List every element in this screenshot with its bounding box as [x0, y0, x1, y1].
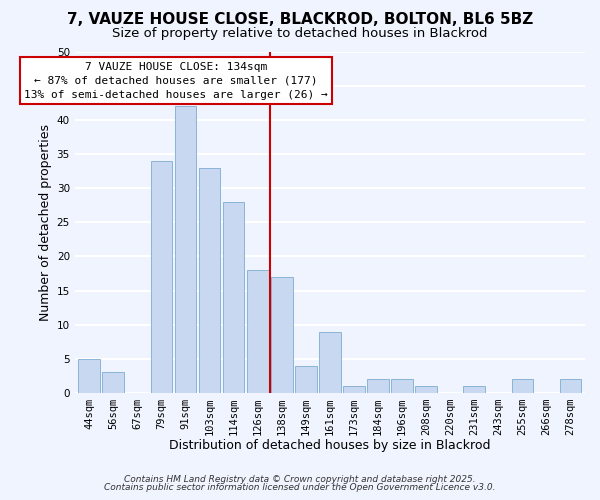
- Bar: [463, 386, 485, 393]
- Bar: [199, 168, 220, 393]
- Text: 7, VAUZE HOUSE CLOSE, BLACKROD, BOLTON, BL6 5BZ: 7, VAUZE HOUSE CLOSE, BLACKROD, BOLTON, …: [67, 12, 533, 28]
- Bar: [271, 277, 293, 393]
- Bar: [175, 106, 196, 393]
- Bar: [319, 332, 341, 393]
- Text: Size of property relative to detached houses in Blackrod: Size of property relative to detached ho…: [112, 28, 488, 40]
- Text: Contains public sector information licensed under the Open Government Licence v3: Contains public sector information licen…: [104, 484, 496, 492]
- Bar: [223, 202, 244, 393]
- Bar: [103, 372, 124, 393]
- Bar: [560, 380, 581, 393]
- Bar: [79, 359, 100, 393]
- Bar: [247, 270, 269, 393]
- Text: 7 VAUZE HOUSE CLOSE: 134sqm
← 87% of detached houses are smaller (177)
13% of se: 7 VAUZE HOUSE CLOSE: 134sqm ← 87% of det…: [24, 62, 328, 100]
- Text: Contains HM Land Registry data © Crown copyright and database right 2025.: Contains HM Land Registry data © Crown c…: [124, 475, 476, 484]
- Bar: [391, 380, 413, 393]
- Bar: [415, 386, 437, 393]
- Y-axis label: Number of detached properties: Number of detached properties: [40, 124, 52, 320]
- Bar: [512, 380, 533, 393]
- Bar: [151, 161, 172, 393]
- X-axis label: Distribution of detached houses by size in Blackrod: Distribution of detached houses by size …: [169, 440, 491, 452]
- Bar: [343, 386, 365, 393]
- Bar: [367, 380, 389, 393]
- Bar: [295, 366, 317, 393]
